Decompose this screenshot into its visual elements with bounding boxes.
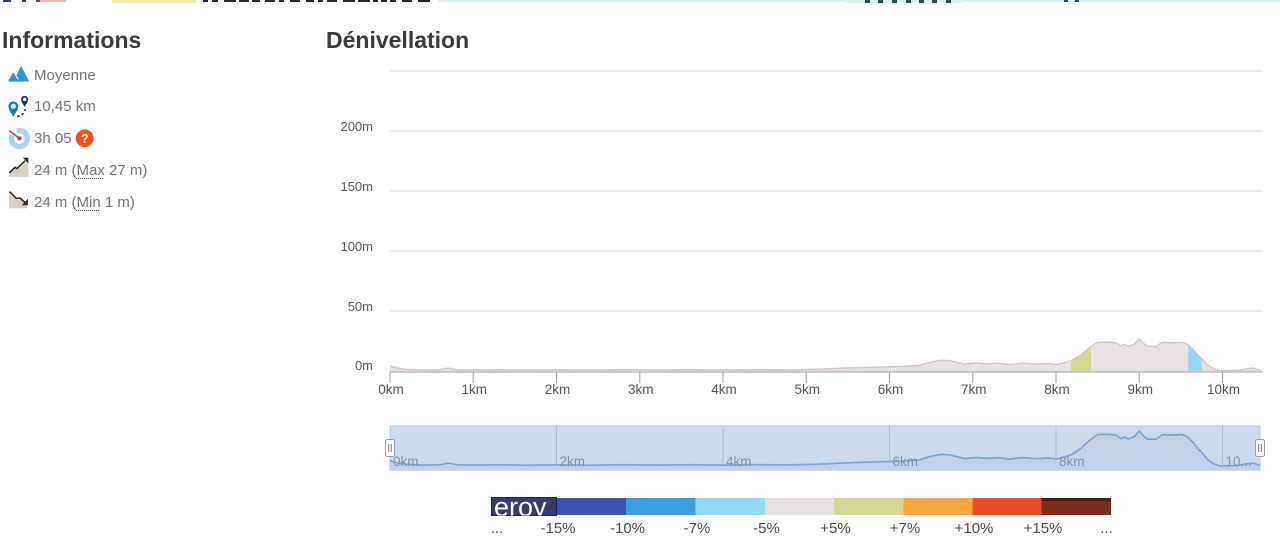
- svg-text:2km: 2km: [560, 454, 586, 469]
- svg-text:100m: 100m: [340, 239, 373, 254]
- svg-text:3km: 3km: [628, 382, 654, 397]
- svg-text:4km: 4km: [711, 382, 737, 397]
- svg-text:+15%: +15%: [1024, 520, 1063, 537]
- svg-text:1km: 1km: [461, 382, 487, 397]
- svg-text:0km: 0km: [393, 454, 419, 469]
- svg-text:6km: 6km: [878, 382, 904, 397]
- svg-text:2km: 2km: [545, 382, 571, 397]
- svg-text:+5%: +5%: [820, 520, 850, 537]
- svg-text:...: ...: [491, 520, 504, 537]
- svg-text:?: ?: [81, 132, 89, 146]
- svg-text:200m: 200m: [340, 119, 373, 134]
- svg-text:-15%: -15%: [540, 520, 575, 537]
- svg-text:0m: 0m: [355, 358, 373, 373]
- svg-text:-10%: -10%: [610, 520, 645, 537]
- svg-text:4km: 4km: [726, 454, 752, 469]
- svg-text:...: ...: [1100, 520, 1113, 537]
- svg-text:8km: 8km: [1059, 454, 1085, 469]
- svg-text:9km: 9km: [1127, 382, 1153, 397]
- svg-text:6km: 6km: [893, 454, 919, 469]
- svg-text:eroy: eroy: [494, 492, 547, 522]
- svg-text:5km: 5km: [794, 382, 820, 397]
- svg-text:-7%: -7%: [684, 520, 711, 537]
- svg-text:50m: 50m: [348, 299, 373, 314]
- svg-text:150m: 150m: [340, 179, 373, 194]
- svg-text:0km: 0km: [378, 382, 404, 397]
- svg-text:10...: 10...: [1226, 454, 1252, 469]
- svg-text:+7%: +7%: [890, 520, 920, 537]
- svg-text:-5%: -5%: [753, 520, 780, 537]
- svg-text:7km: 7km: [961, 382, 987, 397]
- svg-text:10km: 10km: [1207, 382, 1240, 397]
- svg-text:+10%: +10%: [955, 520, 994, 537]
- svg-text:8km: 8km: [1044, 382, 1070, 397]
